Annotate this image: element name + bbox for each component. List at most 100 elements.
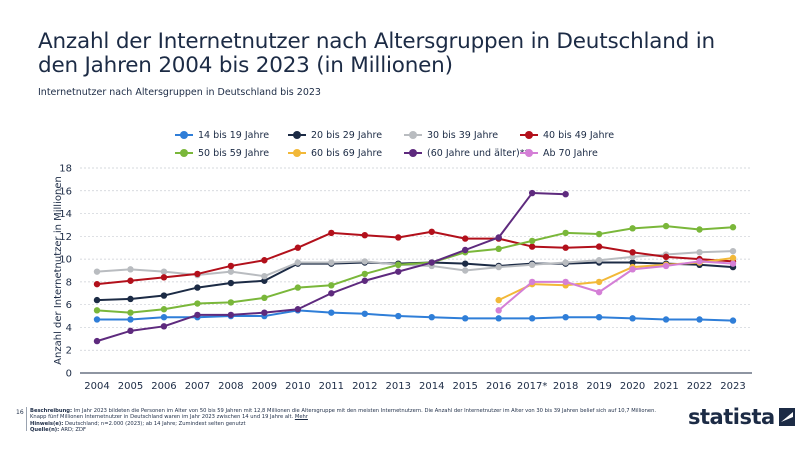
data-point bbox=[729, 260, 737, 267]
data-point bbox=[595, 257, 603, 264]
data-point bbox=[160, 268, 168, 275]
legend-swatch-dot bbox=[293, 149, 301, 157]
y-tick-label: 2 bbox=[66, 346, 72, 357]
data-point bbox=[127, 295, 134, 303]
x-tick-label: 2021 bbox=[653, 381, 678, 392]
chart-footer: Beschreibung: Im Jahr 2023 bildeten die … bbox=[30, 408, 670, 434]
data-point bbox=[528, 237, 536, 245]
y-tick-label: 4 bbox=[66, 323, 72, 334]
legend-swatch bbox=[404, 148, 422, 158]
statista-logo-icon bbox=[778, 408, 795, 426]
data-point bbox=[127, 309, 134, 316]
footer-description-text: Im Jahr 2023 bildeten die Personen im Al… bbox=[30, 408, 657, 421]
footer-divider bbox=[26, 407, 27, 431]
data-point bbox=[93, 337, 101, 345]
x-tick-label: 2010 bbox=[285, 381, 310, 392]
x-tick-label: 2004 bbox=[84, 381, 109, 392]
y-tick-label: 10 bbox=[59, 255, 72, 266]
legend-swatch-dot bbox=[409, 149, 417, 157]
y-tick-label: 18 bbox=[59, 164, 72, 175]
data-point bbox=[595, 288, 603, 296]
data-point bbox=[595, 230, 603, 238]
data-point bbox=[629, 315, 636, 322]
data-point bbox=[562, 190, 569, 198]
data-point bbox=[562, 313, 569, 321]
legend-item[interactable]: Ab 70 Jahre bbox=[520, 145, 598, 161]
series-line bbox=[97, 309, 734, 322]
data-point bbox=[662, 316, 670, 323]
legend-swatch-dot bbox=[293, 131, 301, 139]
data-point bbox=[562, 259, 569, 266]
data-point bbox=[462, 235, 469, 242]
series-line bbox=[96, 230, 734, 286]
data-point bbox=[562, 244, 569, 251]
data-point bbox=[729, 317, 737, 324]
data-point bbox=[428, 313, 435, 321]
legend-item[interactable]: (60 Jahre und älter)** bbox=[404, 145, 529, 161]
data-point bbox=[328, 290, 335, 297]
data-point bbox=[227, 268, 235, 275]
legend-swatch bbox=[404, 130, 422, 140]
statista-logo: statista bbox=[688, 404, 795, 430]
data-point bbox=[595, 243, 603, 250]
footer-source: Quelle(n): ARD; ZDF bbox=[30, 427, 670, 433]
data-point bbox=[395, 261, 402, 269]
x-tick-label: 2015 bbox=[452, 381, 477, 392]
data-point bbox=[495, 245, 502, 253]
data-point bbox=[294, 244, 302, 251]
x-tick-label: 2020 bbox=[620, 381, 645, 392]
footer-note-text: Deutschland; n=2.000 (2023); ab 14 Jahre… bbox=[64, 420, 246, 427]
legend-swatch-dot bbox=[180, 149, 188, 157]
data-point bbox=[696, 258, 703, 265]
footer-source-label: Quelle(n): bbox=[30, 427, 60, 434]
legend-item[interactable]: 20 bis 29 Jahre bbox=[288, 127, 382, 143]
data-point bbox=[227, 299, 235, 306]
page-number: 16 bbox=[16, 409, 24, 416]
data-point bbox=[528, 243, 536, 250]
logo-text: statista bbox=[688, 405, 775, 429]
data-point bbox=[361, 258, 368, 265]
data-point bbox=[395, 312, 402, 320]
series-line bbox=[96, 250, 734, 278]
legend-item[interactable]: 50 bis 59 Jahre bbox=[175, 145, 269, 161]
series-line bbox=[96, 225, 734, 314]
legend-swatch-dot bbox=[525, 149, 533, 157]
x-tick-label: 2023 bbox=[720, 381, 745, 392]
data-point bbox=[696, 249, 703, 256]
footer-source-text: ARD; ZDF bbox=[60, 427, 86, 434]
data-point bbox=[160, 292, 168, 299]
data-point bbox=[127, 316, 134, 323]
data-point bbox=[328, 282, 335, 289]
legend-item[interactable]: 40 bis 49 Jahre bbox=[520, 127, 614, 143]
legend-item[interactable]: 60 bis 69 Jahre bbox=[288, 145, 382, 161]
legend-label: Ab 70 Jahre bbox=[543, 147, 598, 159]
data-point bbox=[528, 278, 536, 286]
data-point bbox=[227, 279, 235, 287]
data-point bbox=[395, 268, 402, 275]
data-point bbox=[562, 229, 569, 237]
data-point bbox=[160, 323, 168, 330]
legend-label: 14 bis 19 Jahre bbox=[198, 129, 270, 141]
x-tick-label: 2012 bbox=[352, 381, 377, 392]
x-tick-label: 2019 bbox=[586, 381, 611, 392]
data-point bbox=[361, 310, 368, 317]
data-point bbox=[227, 262, 235, 270]
data-point bbox=[328, 229, 335, 237]
y-tick-label: 14 bbox=[59, 209, 72, 220]
data-point bbox=[729, 254, 737, 262]
legend-item[interactable]: 14 bis 19 Jahre bbox=[175, 127, 269, 143]
more-link[interactable]: Mehr bbox=[294, 414, 308, 421]
legend-item[interactable]: 30 bis 39 Jahre bbox=[404, 127, 498, 143]
data-point bbox=[495, 263, 502, 271]
footer-description: Beschreibung: Im Jahr 2023 bildeten die … bbox=[30, 408, 670, 421]
data-point bbox=[662, 262, 670, 270]
series-line bbox=[498, 260, 734, 312]
data-point bbox=[93, 307, 101, 314]
data-point bbox=[462, 315, 469, 322]
legend-label: 40 bis 49 Jahre bbox=[543, 129, 615, 141]
data-point bbox=[261, 294, 268, 302]
legend-swatch-dot bbox=[180, 131, 188, 139]
legend-swatch-dot bbox=[409, 131, 417, 139]
legend-swatch bbox=[520, 148, 538, 158]
